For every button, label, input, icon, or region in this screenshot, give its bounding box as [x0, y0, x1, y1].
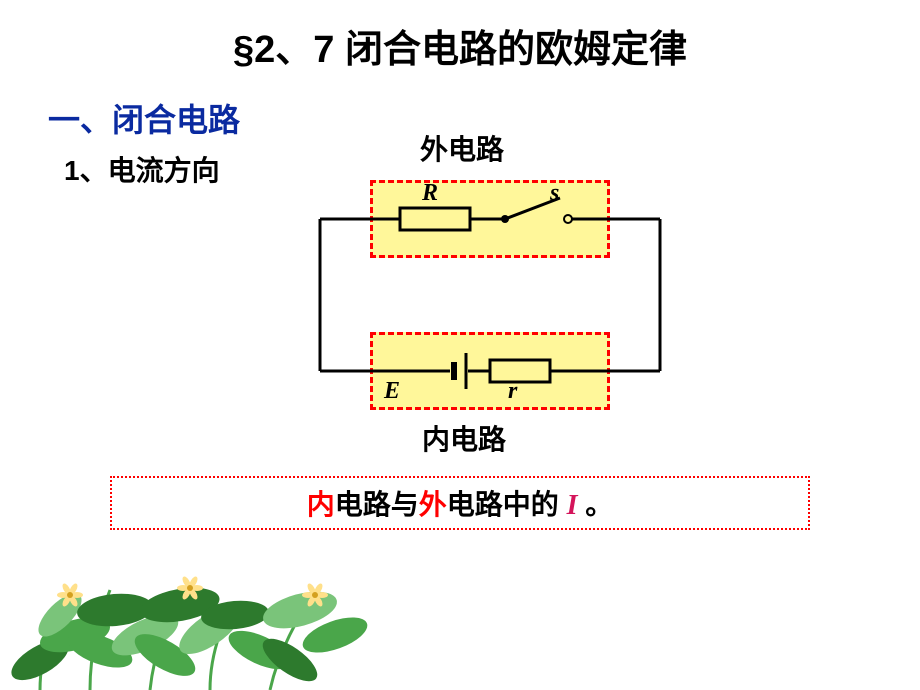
summary-wai: 外	[419, 489, 447, 520]
summary-mid2: 电路中的	[447, 489, 567, 520]
external-circuit-label: 外电路	[420, 128, 504, 168]
circuit-svg	[300, 180, 680, 410]
summary-box: 内电路与外电路中的 I 。	[110, 476, 810, 530]
switch-label: s	[550, 180, 559, 207]
summary-i: I	[567, 490, 578, 521]
circuit-diagram: R s E r	[300, 180, 680, 410]
internal-resistor-label: r	[508, 378, 517, 405]
summary-nei: 内	[307, 489, 335, 520]
emf-label: E	[384, 378, 400, 405]
internal-circuit-label: 内电路	[422, 418, 506, 458]
summary-end: 。	[577, 489, 613, 520]
resistor-label: R	[422, 180, 438, 207]
summary-mid1: 电路与	[335, 489, 419, 520]
page-title: §2、7 闭合电路的欧姆定律	[0, 0, 920, 73]
summary-text: 内电路与外电路中的 I 。	[307, 483, 614, 523]
plants-decoration	[0, 540, 420, 690]
